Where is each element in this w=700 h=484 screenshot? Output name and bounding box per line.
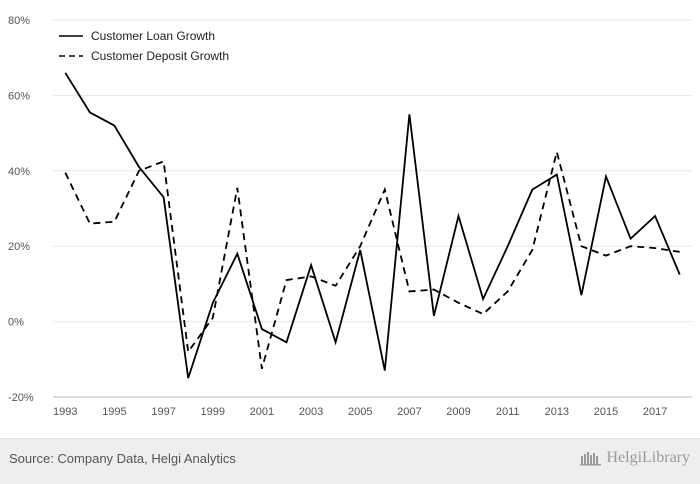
- y-tick-label: 60%: [8, 90, 30, 102]
- legend-label-deposit-growth: Customer Deposit Growth: [91, 49, 229, 63]
- x-tick-label: 2013: [545, 406, 569, 418]
- series-line-loan-growth: [64, 72, 681, 379]
- x-tick-label: 2001: [250, 406, 274, 418]
- x-tick-label: 1997: [151, 406, 175, 418]
- gridlines: [53, 19, 692, 323]
- x-tick-label: 2011: [496, 406, 520, 418]
- brand-name: HelgiLibrary: [606, 449, 690, 466]
- x-tick-label: 1993: [53, 406, 77, 418]
- footer: Source: Company Data, Helgi Analytics He…: [0, 438, 700, 484]
- y-tick-label: 80%: [8, 15, 30, 27]
- x-tick-label: 2009: [446, 406, 470, 418]
- x-tick-label: 2005: [348, 406, 372, 418]
- legend-label-loan-growth: Customer Loan Growth: [91, 29, 215, 43]
- series-line-deposit-growth: [64, 151, 680, 369]
- y-tick-label: 20%: [8, 241, 30, 253]
- library-icon: [580, 452, 602, 466]
- y-axis-tick-labels: 80% 60% 40% 20% 0% -20%: [8, 15, 34, 404]
- source-note: Source: Company Data, Helgi Analytics: [9, 451, 236, 466]
- x-tick-label: 2007: [397, 406, 421, 418]
- brand-logo[interactable]: HelgiLibrary: [580, 449, 690, 467]
- x-tick-label: 2017: [643, 406, 667, 418]
- series-lines: [64, 72, 681, 379]
- y-tick-label: 0%: [8, 317, 24, 329]
- legend: Customer Loan Growth Customer Deposit Gr…: [59, 29, 229, 63]
- line-chart: 80% 60% 40% 20% 0% -20% 1993 1995 1997 1999 2001 2…: [8, 15, 692, 418]
- x-tick-label: 2015: [594, 406, 618, 418]
- x-axis-tick-labels: 1993 1995 1997 1999 2001 2003 2005 2007 2009 2011…: [53, 406, 667, 418]
- x-tick-label: 1995: [102, 406, 126, 418]
- y-tick-label: 40%: [8, 166, 30, 178]
- x-tick-label: 2003: [299, 406, 323, 418]
- y-tick-label: -20%: [8, 392, 34, 404]
- x-tick-label: 1999: [201, 406, 225, 418]
